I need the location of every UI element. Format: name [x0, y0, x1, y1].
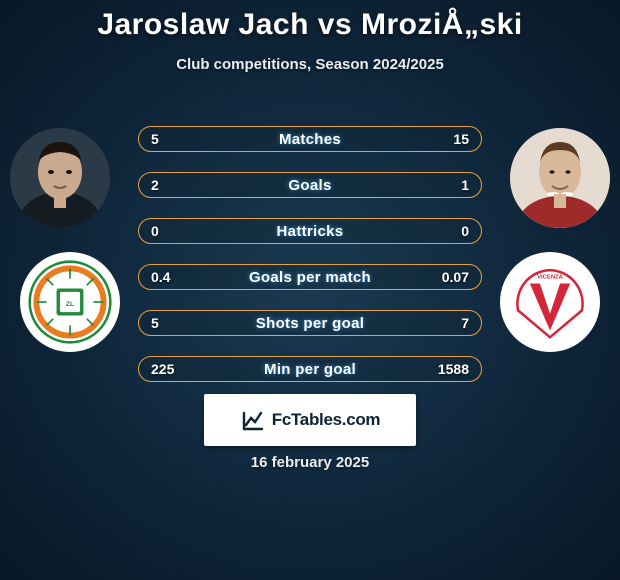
comparison-subtitle: Club competitions, Season 2024/2025	[0, 56, 620, 73]
stat-label: Matches	[279, 131, 341, 148]
player-left-avatar	[10, 128, 110, 228]
stat-right-value: 7	[461, 315, 469, 331]
stat-row-hattricks: 0 Hattricks 0	[138, 218, 482, 244]
stat-left-value: 5	[151, 315, 159, 331]
stat-label: Shots per goal	[256, 315, 364, 332]
comparison-title: Jaroslaw Jach vs MroziÅ„ski	[0, 0, 620, 42]
player-right-club-logo: VICENZA	[500, 252, 600, 352]
stats-panel: 5 Matches 15 2 Goals 1 0 Hattricks 0 0.4…	[138, 126, 482, 402]
svg-text:ZL: ZL	[66, 301, 74, 308]
stat-right-value: 1588	[438, 361, 469, 377]
stat-right-value: 15	[453, 131, 469, 147]
stat-label: Min per goal	[264, 361, 356, 378]
brand-text: FcTables.com	[272, 410, 381, 430]
fctables-logo-icon	[240, 407, 266, 433]
player-left-club-logo: ZL	[20, 252, 120, 352]
stat-row-goals: 2 Goals 1	[138, 172, 482, 198]
stat-left-value: 5	[151, 131, 159, 147]
stat-row-goals-per-match: 0.4 Goals per match 0.07	[138, 264, 482, 290]
stat-label: Hattricks	[277, 223, 344, 240]
stat-left-value: 0.4	[151, 269, 170, 285]
stat-left-value: 225	[151, 361, 174, 377]
stat-row-min-per-goal: 225 Min per goal 1588	[138, 356, 482, 382]
brand-badge[interactable]: FcTables.com	[204, 394, 416, 446]
stat-left-value: 2	[151, 177, 159, 193]
stat-right-value: 0.07	[442, 269, 469, 285]
stat-label: Goals	[288, 177, 331, 194]
stat-label: Goals per match	[249, 269, 371, 286]
footer-date: 16 february 2025	[0, 454, 620, 471]
stat-row-shots-per-goal: 5 Shots per goal 7	[138, 310, 482, 336]
svg-text:VICENZA: VICENZA	[537, 274, 563, 280]
stat-row-matches: 5 Matches 15	[138, 126, 482, 152]
stat-right-value: 1	[461, 177, 469, 193]
player-right-avatar	[510, 128, 610, 228]
stat-left-value: 0	[151, 223, 159, 239]
stat-right-value: 0	[461, 223, 469, 239]
